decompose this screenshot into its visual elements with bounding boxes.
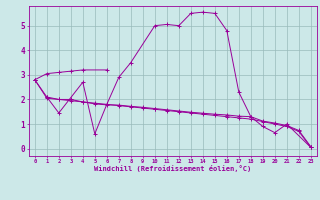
X-axis label: Windchill (Refroidissement éolien,°C): Windchill (Refroidissement éolien,°C)	[94, 165, 252, 172]
